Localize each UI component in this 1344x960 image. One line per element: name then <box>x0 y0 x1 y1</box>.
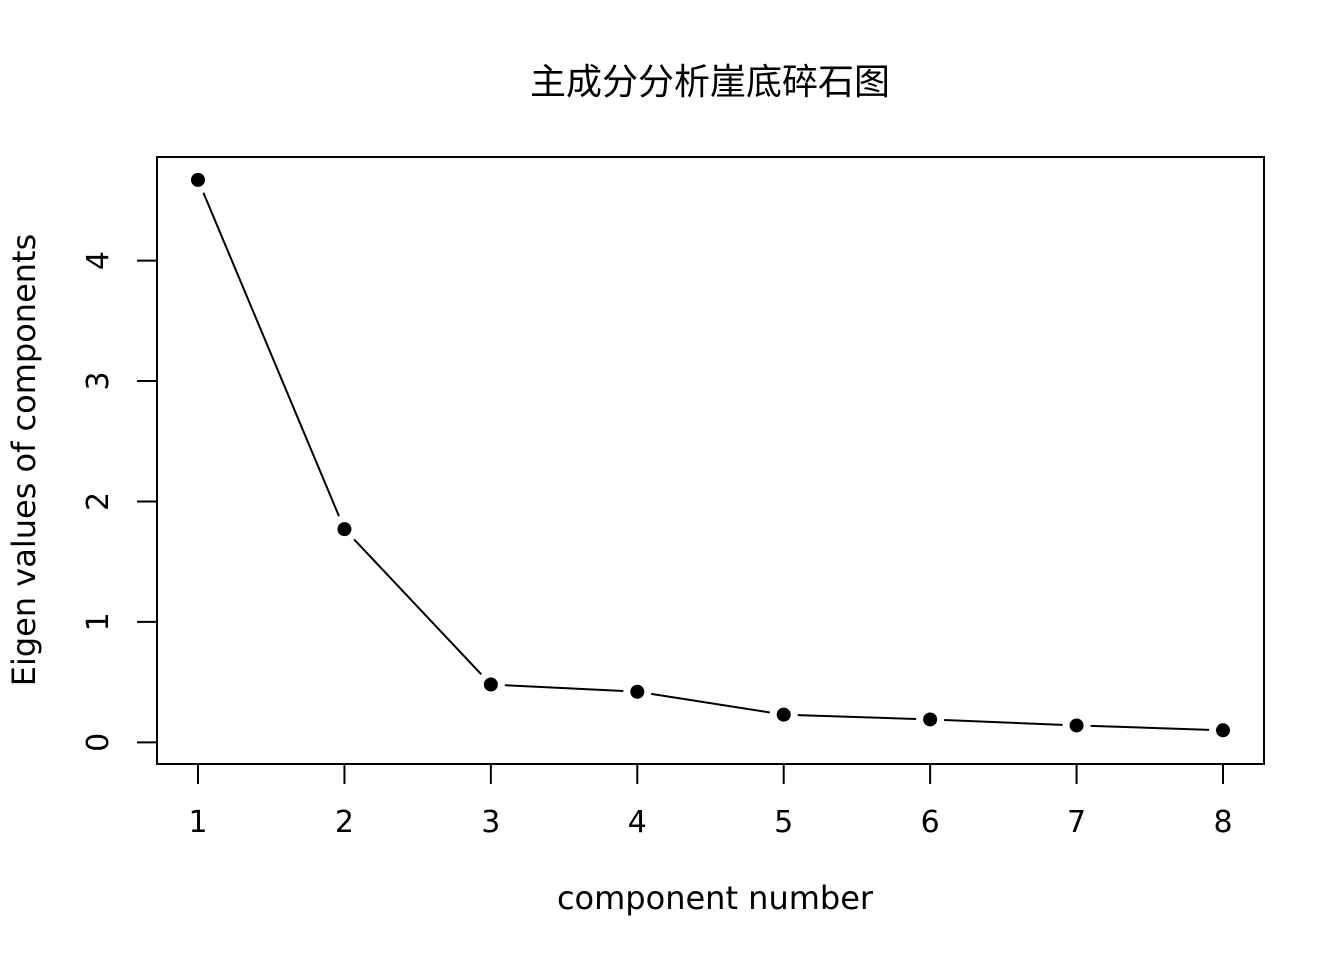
y-tick-label: 2 <box>81 492 116 511</box>
x-tick-label: 8 <box>1213 805 1232 840</box>
y-axis-label: Eigen values of components <box>5 234 43 687</box>
y-tick-label: 3 <box>81 371 116 390</box>
data-point-5 <box>776 707 791 722</box>
y-tick-label: 1 <box>81 612 116 631</box>
x-axis: 1 2 3 4 5 6 7 8 <box>188 763 1233 840</box>
series-segment <box>650 692 771 714</box>
data-point-3 <box>483 677 498 692</box>
data-point-4 <box>630 684 645 699</box>
series-segment <box>797 714 917 720</box>
chart-title: 主成分分析崖底碎石图 <box>530 62 890 103</box>
series-layer <box>191 172 1230 738</box>
data-point-1 <box>191 172 205 187</box>
y-axis: 0 1 2 3 4 <box>81 251 158 752</box>
x-tick-label: 7 <box>1067 805 1086 840</box>
x-tick-label: 3 <box>481 805 500 840</box>
series-segment <box>1090 724 1210 731</box>
data-point-6 <box>923 712 938 727</box>
data-point-2 <box>337 522 352 537</box>
y-tick-label: 4 <box>81 251 116 270</box>
x-tick-label: 2 <box>335 805 354 840</box>
x-tick-label: 1 <box>188 805 207 840</box>
y-tick-label: 0 <box>81 733 116 752</box>
data-point-7 <box>1069 718 1084 733</box>
series-segment <box>353 538 482 676</box>
plot-frame <box>156 156 1265 765</box>
series-segment <box>944 719 1063 726</box>
x-tick-label: 6 <box>921 805 940 840</box>
series-segment <box>504 684 624 693</box>
x-axis-label: component number <box>557 879 874 917</box>
series-segment <box>202 192 340 517</box>
x-tick-label: 4 <box>628 805 647 840</box>
x-tick-label: 5 <box>774 805 793 840</box>
data-point-8 <box>1216 723 1230 738</box>
